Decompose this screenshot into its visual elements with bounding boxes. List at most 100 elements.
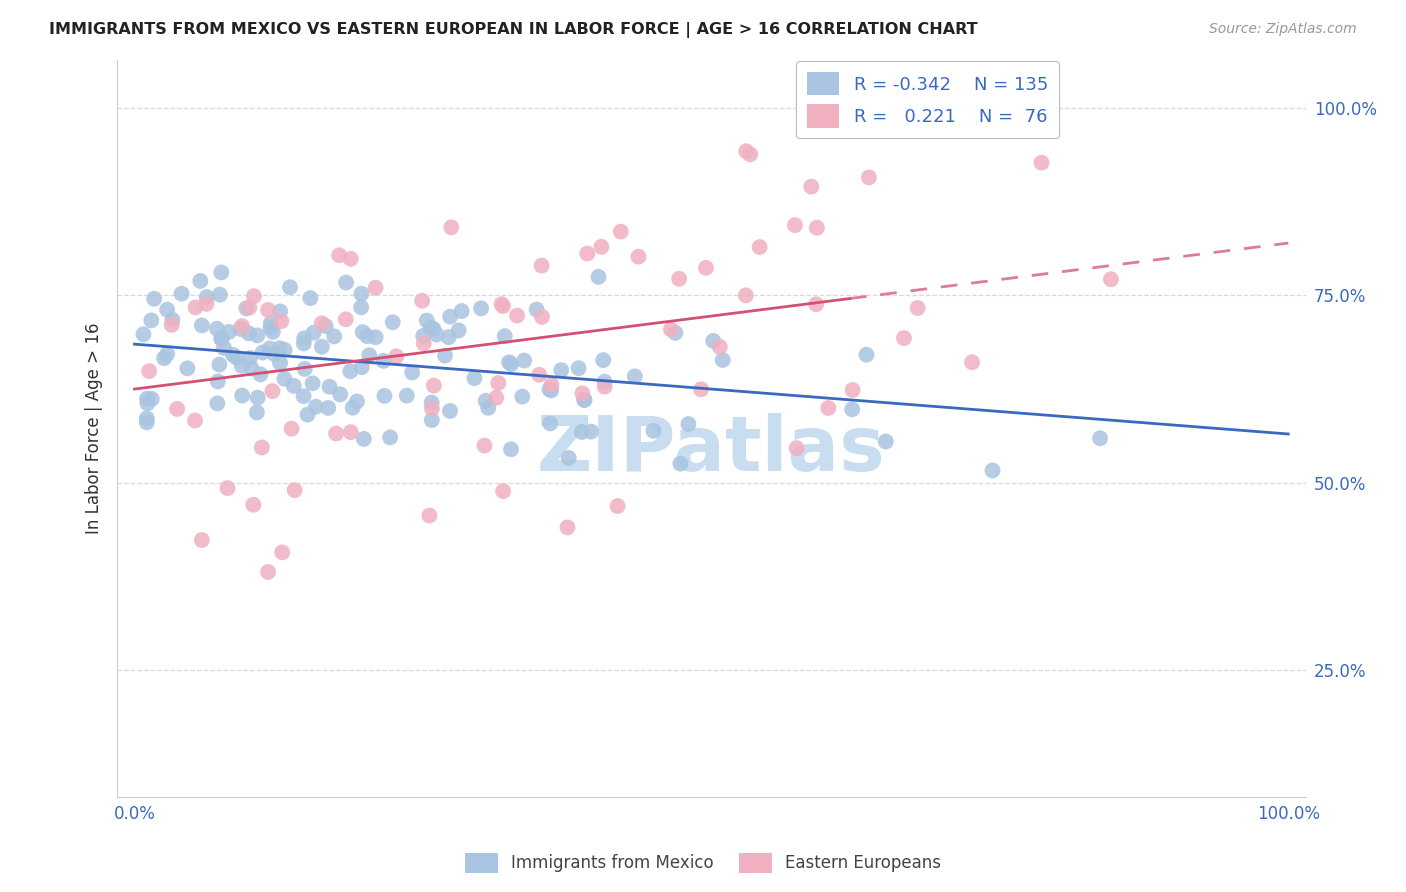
Point bbox=[439, 310, 461, 324]
Point bbox=[335, 312, 357, 326]
Point bbox=[855, 348, 877, 362]
Point bbox=[806, 297, 828, 311]
Point bbox=[340, 252, 363, 266]
Point bbox=[136, 392, 159, 406]
Point bbox=[669, 457, 692, 471]
Point bbox=[257, 565, 280, 579]
Point bbox=[195, 297, 218, 311]
Point bbox=[262, 325, 284, 339]
Point bbox=[593, 379, 616, 393]
Point bbox=[463, 371, 485, 385]
Point bbox=[412, 329, 434, 343]
Point bbox=[335, 276, 357, 290]
Point bbox=[593, 375, 616, 389]
Point bbox=[259, 342, 281, 356]
Point bbox=[690, 382, 713, 396]
Point bbox=[292, 336, 315, 351]
Point bbox=[485, 391, 508, 405]
Point bbox=[269, 356, 291, 370]
Point bbox=[740, 147, 762, 161]
Point bbox=[530, 259, 553, 273]
Point bbox=[311, 316, 333, 330]
Point bbox=[207, 396, 229, 410]
Legend: Immigrants from Mexico, Eastern Europeans: Immigrants from Mexico, Eastern European… bbox=[458, 847, 948, 880]
Point bbox=[352, 325, 374, 339]
Point bbox=[574, 393, 596, 408]
Point bbox=[486, 376, 509, 390]
Point bbox=[439, 404, 461, 418]
Point bbox=[499, 442, 522, 457]
Point bbox=[893, 331, 915, 345]
Point bbox=[138, 364, 160, 378]
Point bbox=[786, 441, 808, 455]
Point bbox=[249, 368, 271, 382]
Point bbox=[364, 330, 387, 344]
Point bbox=[510, 390, 533, 404]
Point bbox=[477, 401, 499, 415]
Point bbox=[1099, 272, 1122, 286]
Point bbox=[160, 318, 183, 332]
Point bbox=[208, 358, 231, 372]
Point bbox=[273, 343, 295, 357]
Point bbox=[474, 393, 496, 408]
Point bbox=[269, 341, 291, 355]
Point bbox=[1031, 155, 1053, 169]
Point bbox=[420, 401, 443, 416]
Point bbox=[492, 484, 515, 499]
Point bbox=[494, 329, 516, 343]
Point bbox=[328, 248, 350, 262]
Point bbox=[207, 375, 229, 389]
Point bbox=[356, 329, 378, 343]
Point bbox=[250, 441, 273, 455]
Point bbox=[526, 302, 548, 317]
Point bbox=[513, 353, 536, 368]
Point bbox=[231, 319, 253, 334]
Point bbox=[315, 319, 337, 334]
Point bbox=[212, 341, 235, 355]
Point bbox=[664, 326, 686, 340]
Point bbox=[262, 384, 284, 398]
Point bbox=[579, 425, 602, 439]
Point bbox=[550, 363, 572, 377]
Point bbox=[136, 396, 159, 410]
Point bbox=[135, 411, 157, 425]
Point bbox=[557, 450, 579, 465]
Point bbox=[346, 394, 368, 409]
Point bbox=[540, 384, 562, 398]
Point bbox=[568, 361, 591, 376]
Legend: R = -0.342    N = 135, R =   0.221    N =  76: R = -0.342 N = 135, R = 0.221 N = 76 bbox=[796, 62, 1059, 138]
Point bbox=[418, 508, 440, 523]
Point bbox=[270, 314, 292, 328]
Point bbox=[381, 315, 404, 329]
Point bbox=[353, 432, 375, 446]
Point bbox=[235, 301, 257, 316]
Point bbox=[973, 109, 995, 123]
Point bbox=[269, 304, 291, 318]
Point bbox=[325, 426, 347, 441]
Point bbox=[299, 291, 322, 305]
Text: IMMIGRANTS FROM MEXICO VS EASTERN EUROPEAN IN LABOR FORCE | AGE > 16 CORRELATION: IMMIGRANTS FROM MEXICO VS EASTERN EUROPE… bbox=[49, 22, 977, 38]
Point bbox=[412, 336, 434, 351]
Point bbox=[858, 170, 880, 185]
Point bbox=[292, 331, 315, 345]
Point bbox=[420, 395, 443, 409]
Point bbox=[301, 376, 323, 391]
Point bbox=[259, 320, 281, 334]
Point bbox=[364, 281, 387, 295]
Point bbox=[411, 293, 433, 308]
Point bbox=[278, 280, 301, 294]
Point bbox=[225, 351, 247, 365]
Point bbox=[323, 329, 346, 343]
Point bbox=[530, 310, 553, 324]
Point bbox=[373, 389, 395, 403]
Point bbox=[297, 408, 319, 422]
Point bbox=[316, 401, 339, 415]
Point bbox=[294, 362, 316, 376]
Point bbox=[211, 331, 233, 345]
Point bbox=[695, 260, 717, 275]
Point bbox=[191, 318, 214, 333]
Point bbox=[143, 292, 166, 306]
Point bbox=[498, 355, 520, 369]
Point bbox=[678, 417, 700, 431]
Text: ZIPatlas: ZIPatlas bbox=[537, 414, 886, 488]
